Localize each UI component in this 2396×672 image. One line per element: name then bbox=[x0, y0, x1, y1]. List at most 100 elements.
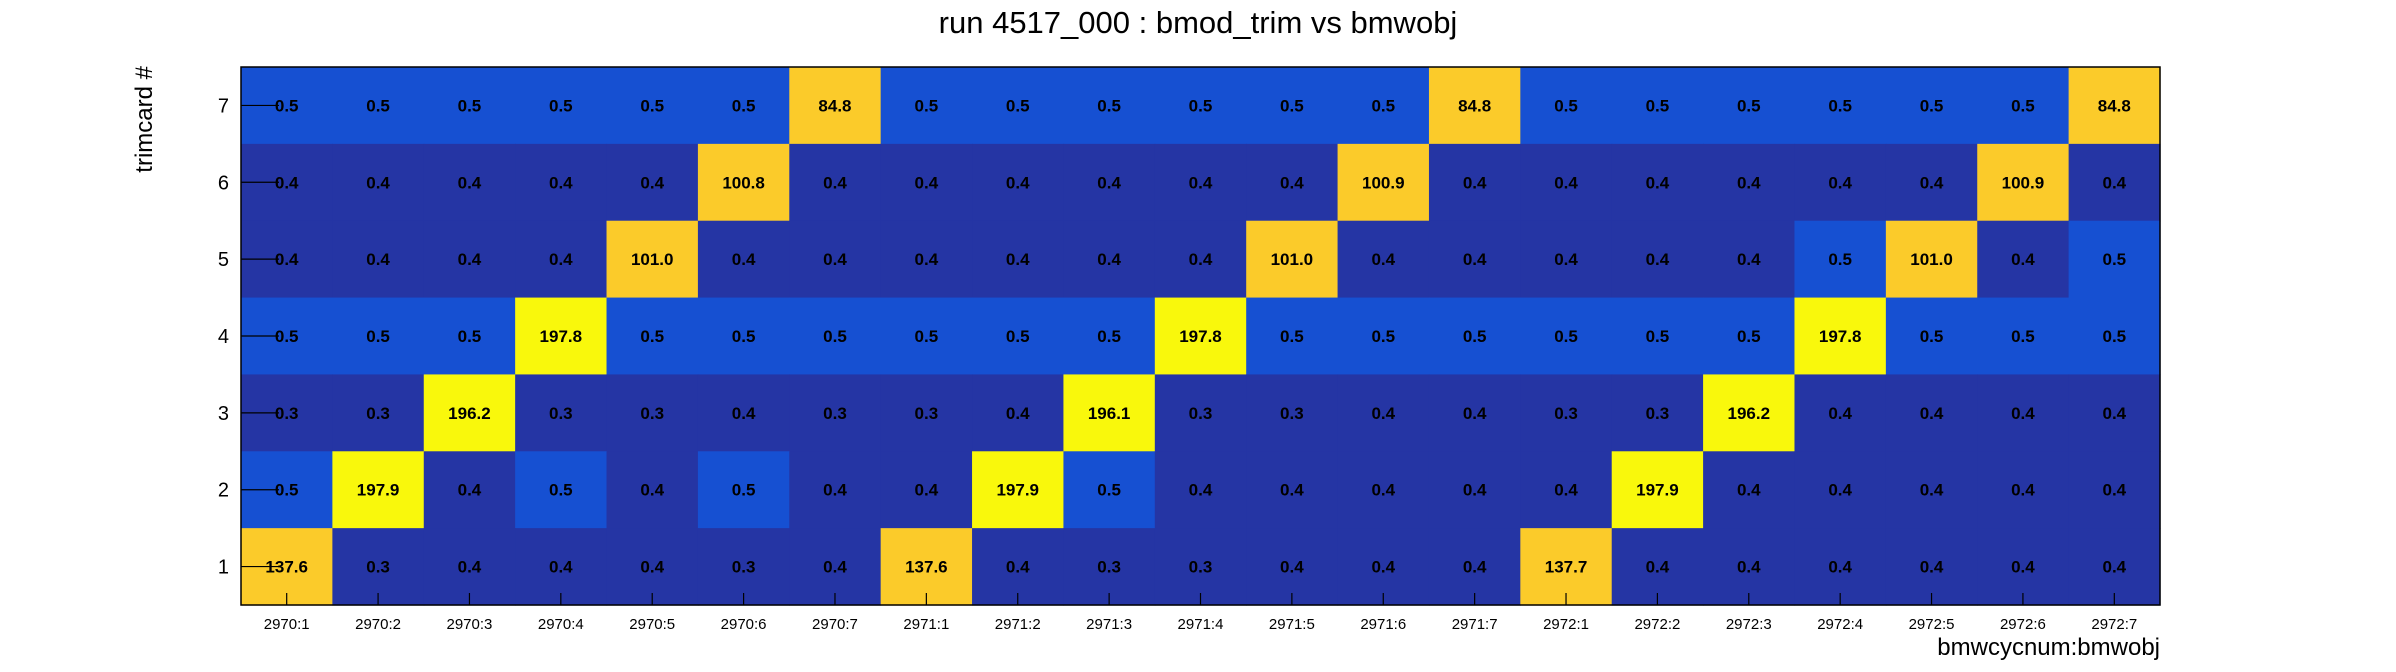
heatmap-cell-1-2 bbox=[332, 528, 425, 606]
heatmap-cell-1-13 bbox=[1337, 528, 1430, 606]
heatmap-cell-6-8 bbox=[880, 143, 973, 222]
heatmap-cell-4-12 bbox=[1246, 297, 1339, 376]
cell-value-label: 0.5 bbox=[732, 96, 756, 115]
x-tick-label: 2972:1 bbox=[1543, 616, 1589, 633]
heatmap-cell-5-18 bbox=[1794, 220, 1887, 299]
heatmap-cell-1-18 bbox=[1794, 528, 1887, 606]
cell-value-label: 0.4 bbox=[1463, 481, 1487, 500]
cell-value-label: 0.4 bbox=[1737, 558, 1761, 577]
cell-value-label: 0.4 bbox=[2102, 404, 2126, 423]
heatmap-cell-5-15 bbox=[1520, 220, 1613, 299]
cell-value-label: 0.5 bbox=[549, 96, 573, 115]
heatmap-cell-5-19 bbox=[1885, 220, 1978, 299]
heatmap-cell-2-11 bbox=[1154, 451, 1247, 529]
heatmap-cell-3-15 bbox=[1520, 374, 1613, 452]
cell-value-label: 0.5 bbox=[2011, 96, 2035, 115]
cell-value-label: 0.5 bbox=[1920, 327, 1944, 346]
cell-value-label: 0.4 bbox=[1920, 404, 1944, 423]
cell-value-label: 0.4 bbox=[1463, 250, 1487, 269]
x-tick-label: 2972:5 bbox=[1909, 616, 1955, 633]
x-tick-label: 2972:3 bbox=[1726, 616, 1772, 633]
heatmap-cell-7-8 bbox=[880, 67, 973, 145]
heatmap-cell-7-17 bbox=[1703, 67, 1796, 145]
cell-value-label: 100.9 bbox=[2002, 173, 2045, 192]
cell-value-label: 0.5 bbox=[1646, 96, 1670, 115]
x-tick-label: 2970:2 bbox=[355, 616, 401, 633]
cell-value-label: 0.5 bbox=[1097, 96, 1121, 115]
cell-value-label: 84.8 bbox=[2098, 96, 2131, 115]
heatmap-cell-2-9 bbox=[972, 451, 1065, 529]
heatmap-cell-5-10 bbox=[1063, 220, 1156, 299]
cell-value-label: 196.1 bbox=[1088, 404, 1131, 423]
heatmap-cell-6-14 bbox=[1428, 143, 1521, 222]
cell-value-label: 0.4 bbox=[823, 481, 847, 500]
heatmap-cell-6-16 bbox=[1611, 143, 1704, 222]
cell-value-label: 0.5 bbox=[1737, 96, 1761, 115]
heatmap-cell-2-14 bbox=[1428, 451, 1521, 529]
heatmap-cell-2-15 bbox=[1520, 451, 1613, 529]
x-tick-label: 2970:1 bbox=[264, 616, 310, 633]
heatmap-cell-6-11 bbox=[1154, 143, 1247, 222]
heatmap-cell-4-11 bbox=[1154, 297, 1247, 376]
x-tick-label: 2972:6 bbox=[2000, 616, 2046, 633]
cell-value-label: 84.8 bbox=[818, 96, 851, 115]
heatmap-cell-1-3 bbox=[423, 528, 516, 606]
heatmap-cell-2-10 bbox=[1063, 451, 1156, 529]
heatmap-cell-7-21 bbox=[2068, 67, 2161, 145]
cell-value-label: 0.4 bbox=[640, 558, 664, 577]
heatmap-cell-6-18 bbox=[1794, 143, 1887, 222]
y-tick-label: 7 bbox=[218, 95, 229, 117]
cell-value-label: 0.5 bbox=[640, 96, 664, 115]
heatmap-cell-7-9 bbox=[972, 67, 1065, 145]
cell-value-label: 0.5 bbox=[1646, 327, 1670, 346]
heatmap-cell-4-21 bbox=[2068, 297, 2161, 376]
heatmap-cell-1-12 bbox=[1246, 528, 1339, 606]
cell-value-label: 0.5 bbox=[2102, 250, 2126, 269]
cell-value-label: 0.5 bbox=[732, 481, 756, 500]
cell-value-label: 0.5 bbox=[1371, 96, 1395, 115]
x-tick-label: 2971:4 bbox=[1178, 616, 1224, 633]
heatmap-cell-2-8 bbox=[880, 451, 973, 529]
x-tick-label: 2971:1 bbox=[903, 616, 949, 633]
cell-value-label: 0.5 bbox=[1097, 481, 1121, 500]
heatmap-cell-1-7 bbox=[789, 528, 882, 606]
heatmap-cell-2-18 bbox=[1794, 451, 1887, 529]
y-tick-label: 1 bbox=[218, 557, 229, 579]
cell-value-label: 0.4 bbox=[1097, 173, 1121, 192]
cell-value-label: 0.5 bbox=[366, 96, 390, 115]
heatmap-cell-2-4 bbox=[515, 451, 608, 529]
heatmap-cell-5-3 bbox=[423, 220, 516, 299]
cell-value-label: 0.5 bbox=[2102, 327, 2126, 346]
cell-value-label: 0.3 bbox=[366, 404, 390, 423]
cell-value-label: 0.4 bbox=[2011, 481, 2035, 500]
cell-value-label: 0.4 bbox=[1646, 250, 1670, 269]
heatmap-cell-5-11 bbox=[1154, 220, 1247, 299]
heatmap-cell-4-6 bbox=[697, 297, 790, 376]
heatmap-cell-4-3 bbox=[423, 297, 516, 376]
heatmap-cell-1-19 bbox=[1885, 528, 1978, 606]
heatmap-cell-5-12 bbox=[1246, 220, 1339, 299]
cell-value-label: 0.4 bbox=[1371, 250, 1395, 269]
cell-value-label: 0.5 bbox=[1097, 327, 1121, 346]
cell-value-label: 0.4 bbox=[275, 173, 299, 192]
cell-value-label: 137.7 bbox=[1545, 558, 1588, 577]
heatmap-cell-1-14 bbox=[1428, 528, 1521, 606]
cell-value-label: 0.4 bbox=[1920, 558, 1944, 577]
heatmap-cell-4-7 bbox=[789, 297, 882, 376]
cell-value-label: 0.5 bbox=[366, 327, 390, 346]
x-tick-label: 2970:5 bbox=[629, 616, 675, 633]
cell-value-label: 0.4 bbox=[1371, 481, 1395, 500]
cell-value-label: 0.5 bbox=[1554, 327, 1578, 346]
cell-value-label: 0.4 bbox=[732, 250, 756, 269]
heatmap-cell-4-5 bbox=[606, 297, 699, 376]
cell-value-label: 0.4 bbox=[549, 250, 573, 269]
cell-value-label: 0.3 bbox=[1189, 404, 1213, 423]
heatmap-cell-4-10 bbox=[1063, 297, 1156, 376]
cell-value-label: 0.4 bbox=[640, 173, 664, 192]
heatmap-cell-6-19 bbox=[1885, 143, 1978, 222]
y-axis-ticks: 1 2 3 4 5 6 7 bbox=[218, 95, 279, 579]
cell-value-label: 197.8 bbox=[540, 327, 583, 346]
cell-value-label: 0.4 bbox=[1097, 250, 1121, 269]
heatmap-cell-3-13 bbox=[1337, 374, 1430, 452]
